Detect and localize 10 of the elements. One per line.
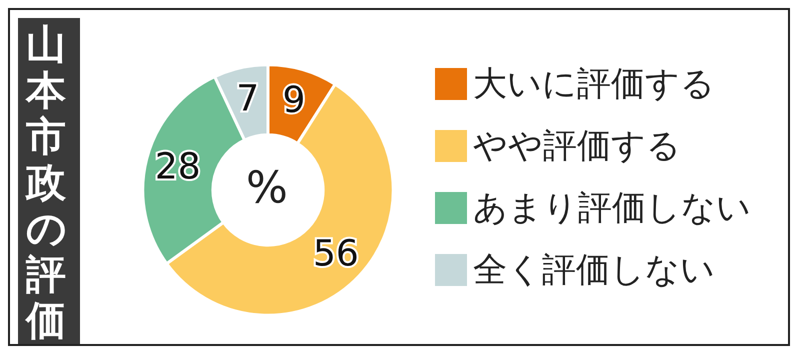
data-label: 28	[154, 146, 201, 188]
legend-label: 大いに評価する	[473, 64, 715, 104]
text: %	[246, 162, 288, 214]
legend-label: 全く評価しない	[473, 250, 715, 290]
data-label: 7	[236, 78, 260, 120]
data-label: 9	[282, 80, 306, 122]
legend-label: やや評価する	[473, 126, 681, 166]
data-label: 56	[313, 233, 359, 274]
legend-label: あまり評価しない	[473, 188, 751, 228]
text: 山本市政の評価	[24, 22, 67, 344]
